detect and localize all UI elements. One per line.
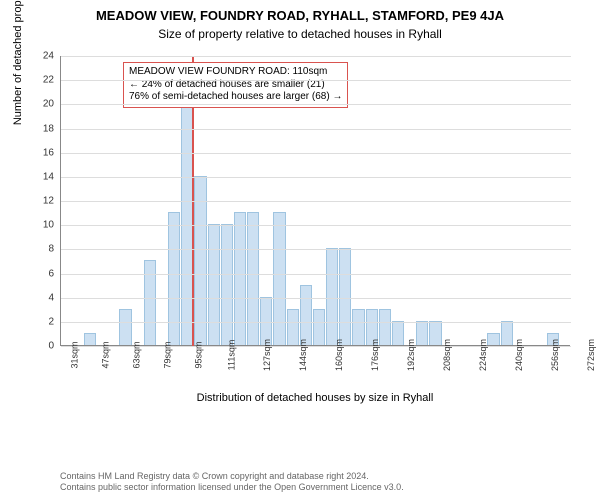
bar bbox=[273, 212, 285, 345]
xtick: 127sqm bbox=[261, 337, 273, 371]
xtick bbox=[495, 353, 507, 355]
bar bbox=[416, 321, 428, 345]
ytick: 18 bbox=[30, 123, 54, 134]
bar bbox=[300, 285, 312, 345]
footer-line-1: Contains HM Land Registry data © Crown c… bbox=[60, 471, 570, 483]
xtick: 192sqm bbox=[405, 337, 417, 371]
xtick: 47sqm bbox=[100, 339, 112, 368]
bar bbox=[352, 309, 364, 345]
bar bbox=[501, 321, 513, 345]
bar bbox=[208, 224, 220, 345]
ytick: 8 bbox=[30, 244, 54, 255]
bar bbox=[487, 333, 499, 345]
xtick bbox=[208, 353, 220, 355]
annotation-box: MEADOW VIEW FOUNDRY ROAD: 110sqm← 24% of… bbox=[123, 62, 348, 108]
xtick: 224sqm bbox=[477, 337, 489, 371]
ytick: 4 bbox=[30, 292, 54, 303]
page-title: MEADOW VIEW, FOUNDRY ROAD, RYHALL, STAMF… bbox=[0, 0, 600, 23]
ytick: 20 bbox=[30, 99, 54, 110]
bar bbox=[84, 333, 96, 345]
plot-area: MEADOW VIEW FOUNDRY ROAD: 110sqm← 24% of… bbox=[60, 56, 570, 346]
xtick: 208sqm bbox=[441, 337, 453, 371]
xticks: 31sqm47sqm63sqm79sqm95sqm111sqm127sqm144… bbox=[60, 348, 570, 360]
ytick: 22 bbox=[30, 75, 54, 86]
xtick bbox=[423, 353, 435, 355]
ytick: 16 bbox=[30, 147, 54, 158]
y-axis-label: Number of detached properties bbox=[12, 0, 24, 125]
annotation-line: 76% of semi-detached houses are larger (… bbox=[129, 91, 342, 104]
footer-line-2: Contains public sector information licen… bbox=[60, 482, 570, 494]
xtick: 111sqm bbox=[225, 338, 237, 371]
chart: MEADOW VIEW FOUNDRY ROAD: 110sqm← 24% of… bbox=[60, 56, 570, 386]
xtick: 144sqm bbox=[297, 337, 309, 371]
xtick: 160sqm bbox=[333, 337, 345, 371]
xtick bbox=[567, 353, 579, 355]
xtick bbox=[531, 353, 543, 355]
footer: Contains HM Land Registry data © Crown c… bbox=[60, 471, 570, 494]
ytick: 14 bbox=[30, 171, 54, 182]
xtick: 31sqm bbox=[69, 339, 81, 368]
xtick: 256sqm bbox=[549, 337, 561, 371]
xtick: 240sqm bbox=[513, 337, 525, 371]
xtick: 63sqm bbox=[131, 339, 143, 368]
xtick: 176sqm bbox=[369, 337, 381, 371]
page-subtitle: Size of property relative to detached ho… bbox=[0, 23, 600, 41]
bar bbox=[247, 212, 259, 345]
xtick bbox=[243, 353, 255, 355]
ytick: 24 bbox=[30, 51, 54, 62]
ytick: 2 bbox=[30, 316, 54, 327]
bar bbox=[168, 212, 180, 345]
xtick bbox=[84, 353, 96, 355]
bar bbox=[313, 309, 325, 345]
bar bbox=[392, 321, 404, 345]
ytick: 10 bbox=[30, 220, 54, 231]
xtick: 95sqm bbox=[193, 339, 205, 368]
xtick: 79sqm bbox=[162, 339, 174, 368]
ytick: 6 bbox=[30, 268, 54, 279]
xtick bbox=[146, 353, 158, 355]
xtick bbox=[279, 353, 291, 355]
xtick bbox=[115, 353, 127, 355]
bar bbox=[234, 212, 246, 345]
xtick bbox=[459, 353, 471, 355]
bar bbox=[429, 321, 441, 345]
ytick: 12 bbox=[30, 196, 54, 207]
bar bbox=[221, 224, 233, 345]
xtick bbox=[315, 353, 327, 355]
xtick bbox=[177, 353, 189, 355]
xtick bbox=[351, 353, 363, 355]
x-axis-label: Distribution of detached houses by size … bbox=[60, 392, 570, 404]
xtick bbox=[387, 353, 399, 355]
annotation-line: MEADOW VIEW FOUNDRY ROAD: 110sqm bbox=[129, 66, 342, 79]
xtick: 272sqm bbox=[585, 337, 597, 371]
ytick: 0 bbox=[30, 341, 54, 352]
